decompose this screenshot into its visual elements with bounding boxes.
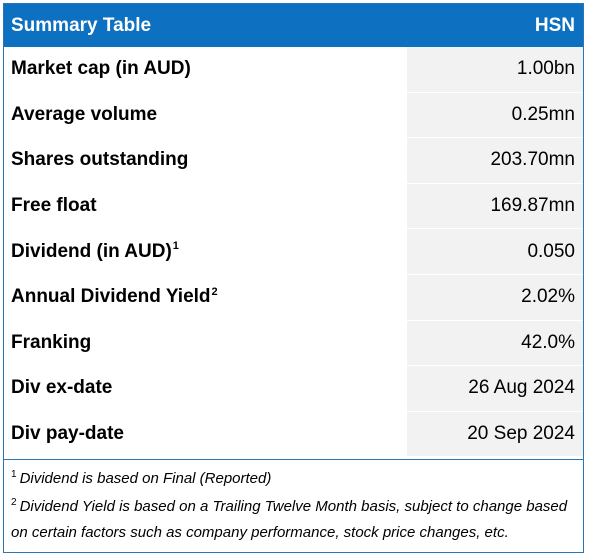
table-row-free-float: Free float 169.87mn [4, 183, 583, 230]
table-row-dividend: Dividend (in AUD)1 0.050 [4, 229, 583, 275]
footnote-2: 2 Dividend Yield is based on a Trailing T… [11, 494, 577, 546]
row-label-text: Div pay-date [11, 423, 124, 445]
table-header: Summary Table HSN [4, 4, 583, 47]
row-label: Average volume [4, 104, 407, 126]
row-label-text: Free float [11, 195, 97, 217]
row-label: Div ex-date [4, 377, 407, 399]
row-label: Market cap (in AUD) [4, 58, 407, 80]
row-label-text: Average volume [11, 103, 158, 125]
row-label-text: Div ex-date [11, 377, 113, 399]
row-label-text: Franking [11, 331, 92, 353]
row-value: 169.87mn [407, 183, 583, 229]
table-row-dividend-yield: Annual Dividend Yield2 2.02% [4, 274, 583, 321]
row-label-text: Annual Dividend Yield [11, 286, 211, 308]
ticker-symbol: HSN [534, 14, 575, 36]
row-value: 2.02% [407, 274, 583, 320]
table-row-market-cap: Market cap (in AUD) 1.00bn [4, 47, 583, 93]
row-label: Div pay-date [4, 423, 407, 445]
row-value: 26 Aug 2024 [407, 366, 583, 411]
row-label-text: Market cap (in AUD) [11, 58, 191, 80]
row-label: Annual Dividend Yield2 [4, 286, 407, 308]
table-title: Summary Table [11, 14, 152, 36]
footnotes: 1 Dividend is based on Final (Reported) 2… [4, 460, 583, 546]
row-value: 0.25mn [407, 92, 583, 138]
row-value: 42.0% [407, 320, 583, 366]
row-value: 20 Sep 2024 [407, 411, 583, 457]
row-value: 1.00bn [407, 47, 583, 92]
notes-divider [4, 459, 583, 461]
footnote-text: Dividend is based on Final (Reported) [19, 470, 272, 488]
footnote-number: 1 [11, 469, 17, 481]
row-label: Dividend (in AUD)1 [4, 241, 407, 263]
table-row-pay-date: Div pay-date 20 Sep 2024 [4, 411, 583, 458]
row-value: 0.050 [407, 229, 583, 274]
footnote-marker: 1 [172, 240, 179, 253]
table-row-shares-outstanding: Shares outstanding 203.70mn [4, 138, 583, 184]
footnote-marker: 2 [211, 285, 218, 298]
table-row-ex-date: Div ex-date 26 Aug 2024 [4, 366, 583, 412]
row-label-text: Dividend (in AUD) [11, 240, 172, 262]
footnote-1: 1 Dividend is based on Final (Reported) [11, 466, 577, 492]
table-row-franking: Franking 42.0% [4, 320, 583, 367]
table-row-average-volume: Average volume 0.25mn [4, 92, 583, 139]
row-label: Shares outstanding [4, 149, 407, 171]
row-label: Franking [4, 332, 407, 354]
table-body: Market cap (in AUD) 1.00bn Average volum… [4, 47, 583, 458]
row-value: 203.70mn [407, 138, 583, 183]
footnote-text: Dividend Yield is based on a Trailing Tw… [11, 498, 568, 542]
summary-table: Summary Table HSN Market cap (in AUD) 1.… [3, 3, 584, 553]
row-label-text: Shares outstanding [11, 149, 189, 171]
row-label: Free float [4, 195, 407, 217]
footnote-number: 2 [11, 497, 17, 509]
